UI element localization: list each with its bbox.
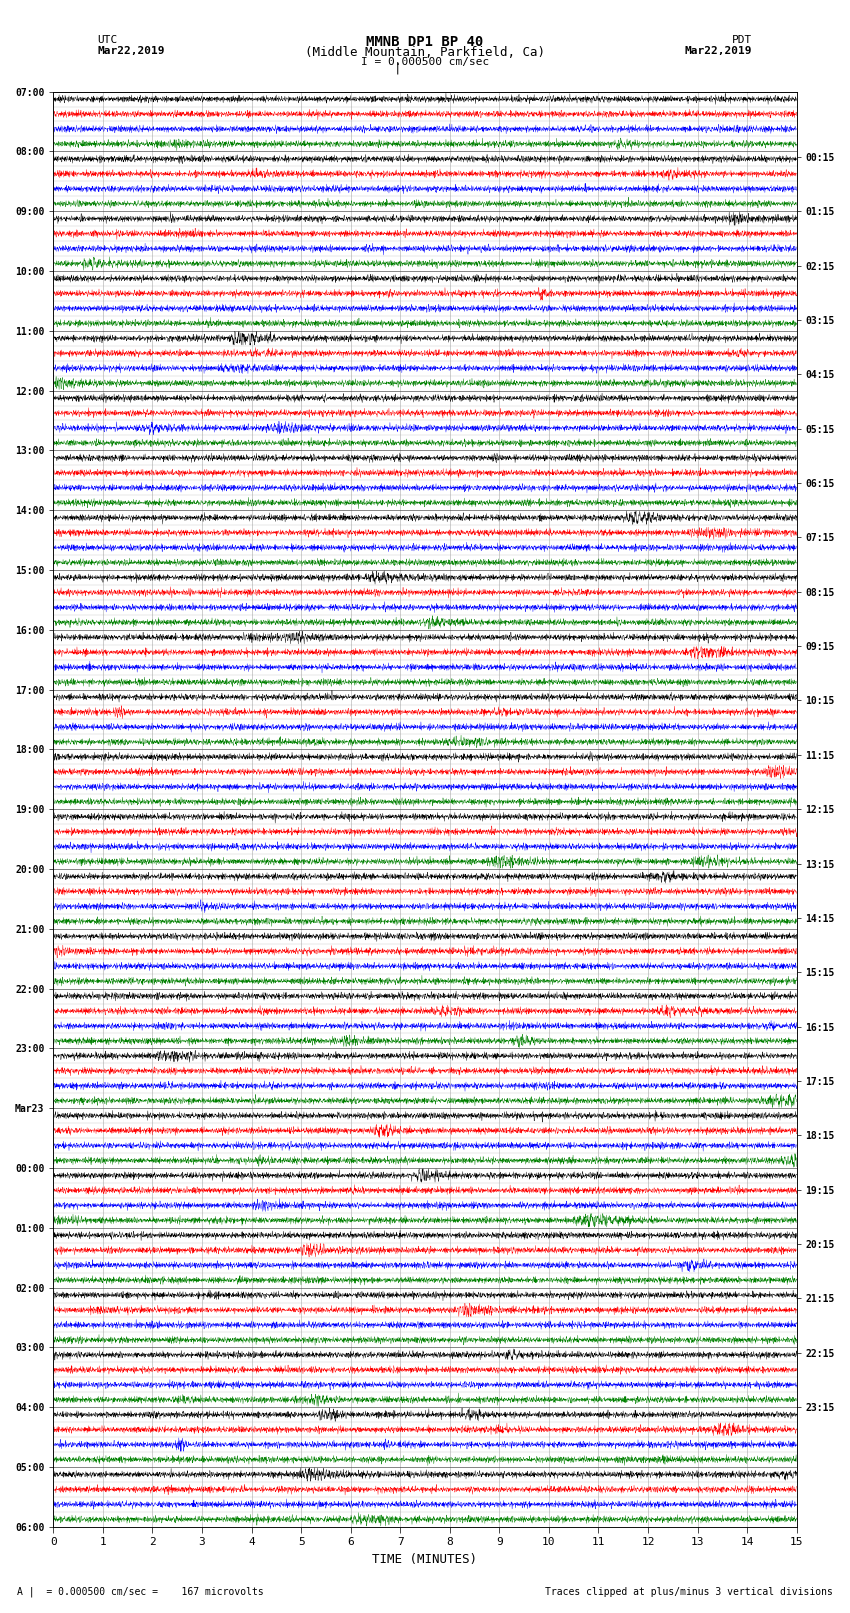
Text: A |  = 0.000500 cm/sec =    167 microvolts: A | = 0.000500 cm/sec = 167 microvolts — [17, 1586, 264, 1597]
Text: Mar22,2019: Mar22,2019 — [685, 45, 752, 56]
X-axis label: TIME (MINUTES): TIME (MINUTES) — [372, 1553, 478, 1566]
Text: PDT: PDT — [732, 35, 752, 45]
Text: I = 0.000500 cm/sec: I = 0.000500 cm/sec — [361, 58, 489, 68]
Text: MMNB DP1 BP 40: MMNB DP1 BP 40 — [366, 35, 484, 48]
Text: Mar22,2019: Mar22,2019 — [98, 45, 165, 56]
Text: (Middle Mountain, Parkfield, Ca): (Middle Mountain, Parkfield, Ca) — [305, 45, 545, 60]
Text: UTC: UTC — [98, 35, 118, 45]
Text: Traces clipped at plus/minus 3 vertical divisions: Traces clipped at plus/minus 3 vertical … — [545, 1587, 833, 1597]
Text: |: | — [394, 61, 401, 74]
